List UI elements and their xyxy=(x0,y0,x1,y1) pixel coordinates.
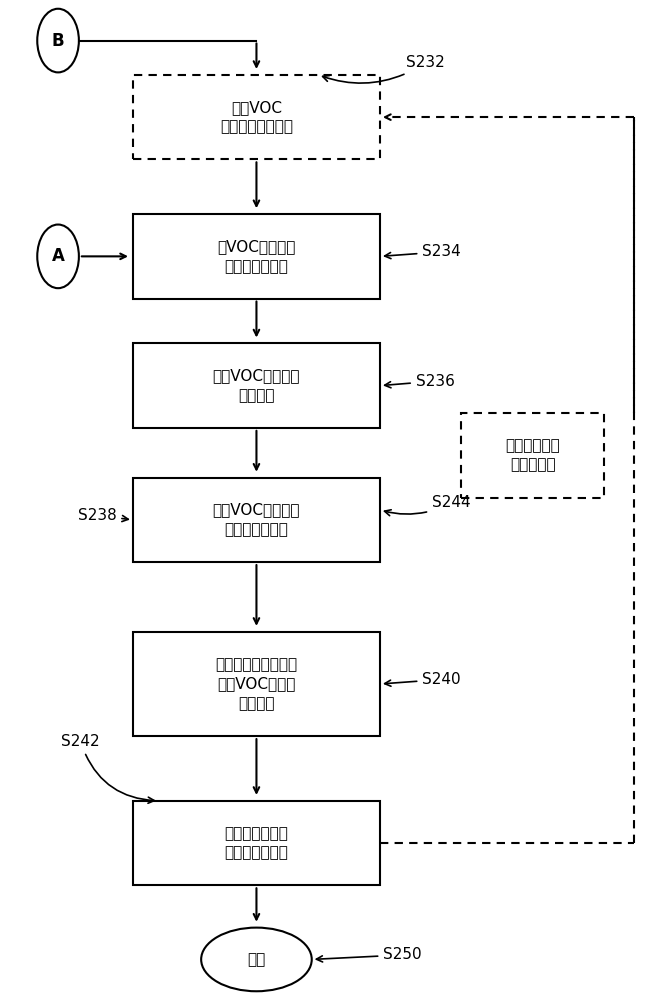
Text: 重复进行其他
目标流体流: 重复进行其他 目标流体流 xyxy=(506,438,560,473)
Circle shape xyxy=(37,9,79,72)
Text: S232: S232 xyxy=(323,55,445,83)
Text: S236: S236 xyxy=(384,374,455,389)
Circle shape xyxy=(37,225,79,288)
FancyBboxPatch shape xyxy=(133,343,380,428)
Text: B: B xyxy=(52,32,64,50)
Text: S234: S234 xyxy=(384,244,461,259)
Text: S242: S242 xyxy=(61,734,154,803)
Text: 确定VOC传感器的
一组电导变化值: 确定VOC传感器的 一组电导变化值 xyxy=(213,502,300,537)
Text: S250: S250 xyxy=(316,947,422,962)
FancyBboxPatch shape xyxy=(133,214,380,299)
Text: S244: S244 xyxy=(384,495,471,516)
Text: 操作用户界面以
传达分析的结果: 操作用户界面以 传达分析的结果 xyxy=(224,826,289,860)
Text: S238: S238 xyxy=(77,508,129,523)
Text: 调整VOC
传感器的基线电导: 调整VOC 传感器的基线电导 xyxy=(220,100,293,135)
FancyBboxPatch shape xyxy=(461,413,604,498)
Text: S240: S240 xyxy=(384,672,461,687)
FancyBboxPatch shape xyxy=(133,632,380,736)
FancyBboxPatch shape xyxy=(133,478,380,562)
Text: A: A xyxy=(52,247,64,265)
Text: 结束: 结束 xyxy=(247,952,266,967)
FancyBboxPatch shape xyxy=(133,75,380,159)
Text: 测量VOC传感器的
信号电导: 测量VOC传感器的 信号电导 xyxy=(213,368,300,403)
Text: 确定目标流体流内的
目标VOC的气体
成分浓度: 确定目标流体流内的 目标VOC的气体 成分浓度 xyxy=(215,657,298,711)
Text: 使VOC传感器与
目标流体流接触: 使VOC传感器与 目标流体流接触 xyxy=(217,239,296,274)
FancyBboxPatch shape xyxy=(133,801,380,885)
Ellipse shape xyxy=(201,928,312,991)
